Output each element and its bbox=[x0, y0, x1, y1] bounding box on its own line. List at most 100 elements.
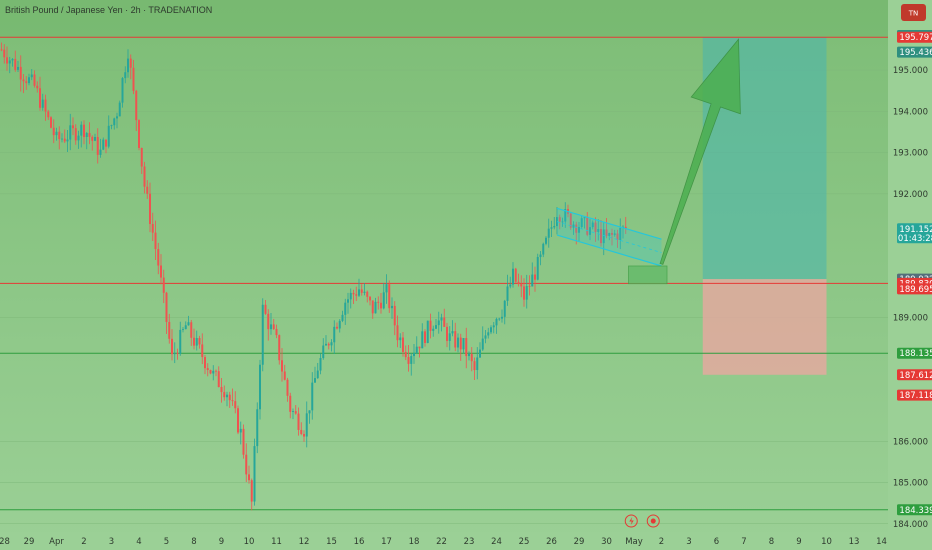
candle-body bbox=[624, 226, 627, 229]
candle-body bbox=[435, 325, 437, 329]
level-lines bbox=[0, 36, 888, 511]
candle-body bbox=[135, 90, 138, 121]
candle-body bbox=[404, 351, 407, 358]
candle-body bbox=[259, 364, 261, 410]
candle-body bbox=[127, 58, 129, 73]
candle-body bbox=[44, 99, 47, 112]
candle-body bbox=[297, 413, 300, 430]
price-label: 195.797 bbox=[899, 33, 932, 43]
candle-body bbox=[234, 401, 237, 409]
candle-body bbox=[578, 227, 580, 233]
price-label-countdown: 01:43:28 bbox=[898, 234, 932, 244]
candle-body bbox=[602, 229, 605, 244]
price-label: 195.436 bbox=[899, 48, 932, 58]
candle-body bbox=[487, 332, 490, 336]
candle-body bbox=[261, 304, 264, 365]
candle-body bbox=[215, 370, 217, 372]
price-label-box bbox=[897, 389, 932, 401]
projection-arrow-shape bbox=[659, 38, 741, 265]
candle-body bbox=[30, 74, 33, 78]
x-tick-label: 2 bbox=[659, 537, 664, 547]
candle-body bbox=[275, 328, 278, 336]
price-label-box bbox=[897, 504, 932, 516]
x-tick-label: 15 bbox=[326, 537, 337, 547]
candle-body bbox=[217, 371, 220, 388]
candle-body bbox=[160, 265, 162, 278]
candle-body bbox=[171, 338, 173, 355]
candle-body bbox=[223, 392, 226, 398]
candle-body bbox=[33, 74, 36, 86]
candle-body bbox=[237, 408, 239, 433]
candle-body bbox=[278, 335, 281, 361]
candle-body bbox=[459, 337, 462, 350]
price-label-box bbox=[897, 31, 932, 43]
candles bbox=[0, 42, 627, 511]
candle-body bbox=[55, 131, 58, 136]
candle-body bbox=[206, 368, 209, 371]
candle-body bbox=[506, 286, 509, 301]
x-tick-label: 4 bbox=[136, 537, 141, 547]
candle-body bbox=[14, 58, 17, 70]
candle-body bbox=[514, 268, 517, 282]
candle-body bbox=[66, 139, 69, 142]
x-tick-label: 8 bbox=[191, 537, 196, 547]
logo-text: TN bbox=[908, 10, 919, 18]
candle-body bbox=[380, 302, 382, 309]
candle-body bbox=[539, 254, 542, 258]
x-tick-label: 8 bbox=[769, 537, 774, 547]
candle-body bbox=[50, 117, 52, 128]
candle-body bbox=[61, 138, 63, 140]
candle-body bbox=[69, 125, 72, 140]
broker-logo[interactable]: TN bbox=[901, 4, 926, 21]
candle-body bbox=[558, 217, 561, 222]
candle-body bbox=[473, 361, 476, 371]
candle-body bbox=[36, 85, 39, 89]
candle-body bbox=[374, 301, 377, 314]
price-label-box bbox=[897, 223, 932, 244]
x-tick-label: Apr bbox=[49, 537, 64, 547]
candle-body bbox=[553, 226, 556, 228]
candle-body bbox=[294, 411, 297, 414]
candle-body bbox=[8, 60, 11, 64]
candle-body bbox=[25, 81, 28, 84]
x-tick-label: 29 bbox=[574, 537, 585, 547]
candle-body bbox=[195, 338, 198, 346]
x-tick-label: 3 bbox=[686, 537, 691, 547]
price-axis: 195.000 194.000 193.000 192.000 189.000 186.0… bbox=[888, 0, 932, 550]
x-tick-label: 25 bbox=[519, 537, 530, 547]
candle-body bbox=[201, 344, 204, 358]
candle-body bbox=[327, 343, 330, 346]
x-tick-label: May bbox=[625, 537, 643, 547]
candle-body bbox=[448, 333, 451, 341]
candle-body bbox=[264, 304, 267, 314]
candle-body bbox=[600, 229, 602, 244]
y-tick-label: 194.000 bbox=[893, 107, 928, 117]
candle-body bbox=[165, 292, 168, 322]
candle-body bbox=[253, 446, 256, 502]
price-label: 187.612 bbox=[899, 371, 932, 381]
candle-body bbox=[531, 274, 534, 287]
candle-body bbox=[267, 313, 270, 330]
candle-body bbox=[349, 292, 352, 300]
x-tick-label: 3 bbox=[109, 537, 114, 547]
grid bbox=[0, 0, 888, 525]
top-band bbox=[0, 0, 888, 38]
candle-body bbox=[77, 135, 80, 141]
candle-body bbox=[495, 318, 498, 326]
candle-body bbox=[363, 291, 366, 293]
y-tick-label: 195.000 bbox=[893, 66, 928, 76]
x-tick-label: 2 bbox=[81, 537, 86, 547]
candle-body bbox=[248, 474, 250, 481]
candle-body bbox=[74, 128, 77, 141]
candle-body bbox=[325, 343, 327, 346]
candle-body bbox=[212, 370, 215, 374]
candle-body bbox=[465, 338, 468, 357]
candle-body bbox=[151, 223, 154, 233]
candle-body bbox=[303, 433, 305, 437]
x-tick-label: 18 bbox=[409, 537, 420, 547]
candle-body bbox=[575, 224, 578, 233]
candle-body bbox=[426, 320, 429, 343]
candle-body bbox=[330, 342, 333, 346]
candle-body bbox=[393, 305, 396, 326]
candle-body bbox=[468, 353, 470, 357]
